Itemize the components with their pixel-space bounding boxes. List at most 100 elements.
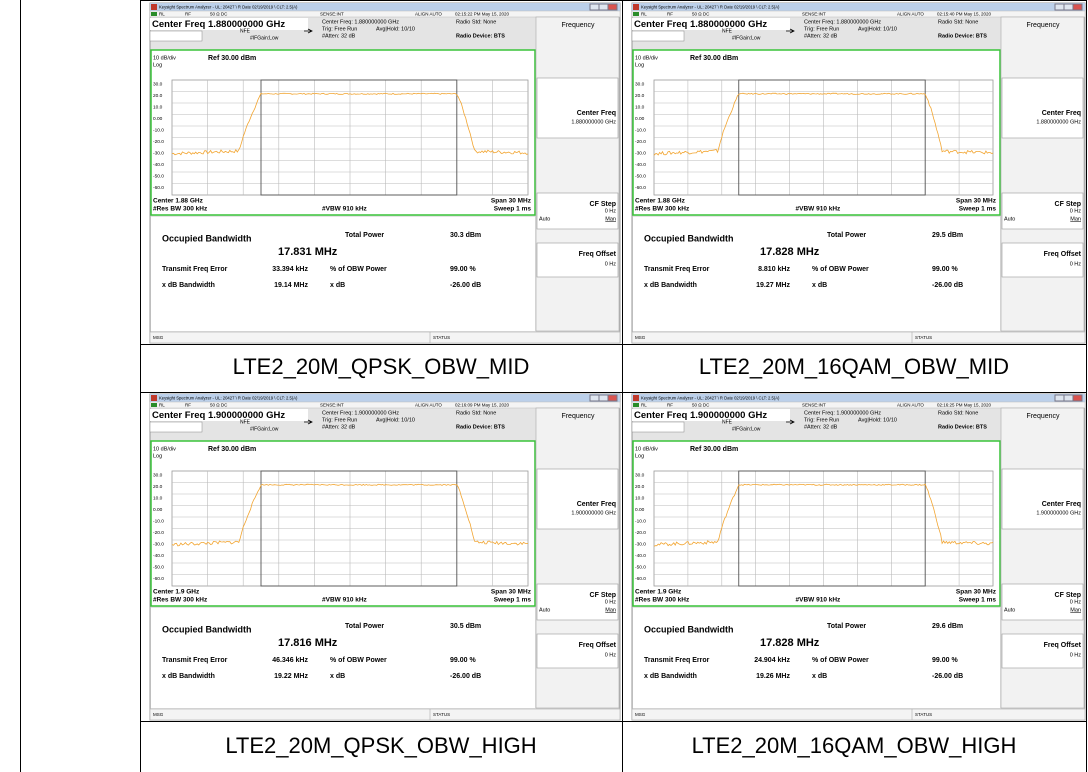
label: 99.00 % bbox=[450, 657, 476, 664]
label: Center Freq 1.880000000 GHz bbox=[152, 19, 285, 30]
cf-box bbox=[632, 18, 790, 30]
label: x dB bbox=[330, 673, 345, 680]
label: Center Freq 1.900000000 GHz bbox=[152, 410, 285, 421]
label: Occupied Bandwidth bbox=[644, 624, 734, 634]
label: CF Step bbox=[1055, 201, 1081, 208]
label: 29.6 dBm bbox=[932, 623, 963, 630]
label: Center 1.88 GHz bbox=[635, 198, 686, 205]
label: Center Freq 1.880000000 GHz bbox=[634, 19, 767, 30]
label: 99.00 % bbox=[932, 657, 958, 664]
label: #VBW 910 kHz bbox=[796, 597, 842, 604]
indicator bbox=[633, 403, 639, 407]
label: RF bbox=[667, 403, 673, 408]
window-title: Keysight Spectrum Analyzer - UL: 20427 \… bbox=[641, 396, 780, 401]
label: CF Step bbox=[590, 201, 616, 208]
label: Ref 30.00 dBm bbox=[208, 446, 256, 453]
label: Log bbox=[153, 453, 162, 459]
label: 0 Hz bbox=[1070, 652, 1082, 658]
label: Occupied Bandwidth bbox=[162, 233, 252, 243]
label: #Atten: 32 dB bbox=[804, 33, 838, 39]
label: Center Freq: 1.900000000 GHz bbox=[804, 410, 881, 416]
y-label: 10.0 bbox=[635, 495, 645, 501]
label: RF bbox=[667, 12, 673, 17]
spectrum-trace bbox=[653, 92, 994, 156]
label: Freq Offset bbox=[1044, 642, 1082, 649]
y-label: 10.0 bbox=[153, 104, 163, 110]
softkey-panel bbox=[535, 16, 620, 332]
window-title: Keysight Spectrum Analyzer - UL: 20427 \… bbox=[159, 396, 298, 401]
label: NFE bbox=[240, 419, 251, 425]
spectrum-trace bbox=[653, 483, 994, 547]
message-bar bbox=[149, 708, 621, 721]
label: Transmit Freq Error bbox=[162, 657, 228, 664]
window-button bbox=[1063, 394, 1074, 402]
label: #IFGain:Low bbox=[250, 35, 279, 41]
label: 0 Hz bbox=[1070, 261, 1082, 267]
analyzer-screenshot: Keysight Spectrum Analyzer - UL: 20427 \… bbox=[631, 2, 1086, 344]
message-bar bbox=[631, 331, 1086, 344]
results-bg bbox=[151, 608, 535, 708]
label: SENSE:INT bbox=[802, 403, 826, 408]
label: Man bbox=[605, 607, 616, 613]
window-button bbox=[1072, 394, 1083, 402]
label: 10 dB/div bbox=[153, 55, 176, 61]
label: Auto bbox=[539, 607, 550, 613]
label: SENSE:INT bbox=[802, 12, 826, 17]
label: 1.880000000 GHz bbox=[1036, 119, 1081, 125]
y-label: 20.0 bbox=[153, 484, 163, 490]
input-box bbox=[631, 30, 685, 42]
label: 0 Hz bbox=[1070, 208, 1082, 214]
label: x dB Bandwidth bbox=[162, 673, 215, 680]
app-icon bbox=[633, 4, 639, 10]
obw-marker bbox=[738, 79, 926, 196]
label: CF Step bbox=[1055, 592, 1081, 599]
label: 02:15:40 PM May 15, 2020 bbox=[937, 12, 992, 17]
table-borders bbox=[20, 0, 1087, 772]
label: Center 1.9 GHz bbox=[153, 589, 200, 596]
label: 24.904 kHz bbox=[754, 657, 790, 664]
label: 46.346 kHz bbox=[272, 657, 308, 664]
label: x dB Bandwidth bbox=[644, 282, 697, 289]
label: 0 Hz bbox=[605, 261, 617, 267]
spectrum-trace bbox=[171, 483, 529, 547]
message-bar bbox=[149, 331, 621, 344]
label: #VBW 910 kHz bbox=[322, 206, 368, 213]
indicator bbox=[633, 12, 639, 16]
window-button bbox=[589, 3, 600, 11]
label: #IFGain:Low bbox=[732, 426, 761, 432]
label: x dB bbox=[330, 282, 345, 289]
label: #VBW 910 kHz bbox=[322, 597, 368, 604]
input-box bbox=[149, 30, 203, 42]
window-title: Keysight Spectrum Analyzer - UL: 20427 \… bbox=[159, 5, 298, 10]
label: % of OBW Power bbox=[812, 266, 869, 273]
label: 17.831 MHz bbox=[278, 246, 338, 258]
label: NFE bbox=[722, 419, 733, 425]
indicator bbox=[151, 403, 157, 407]
label: Total Power bbox=[827, 232, 866, 239]
label: Center Freq bbox=[1042, 110, 1081, 117]
label: Transmit Freq Error bbox=[644, 266, 710, 273]
label: -26.00 dB bbox=[932, 673, 963, 680]
softkey bbox=[536, 633, 619, 669]
input-box bbox=[149, 421, 203, 433]
label: ALIGN AUTO bbox=[415, 403, 442, 408]
label: -26.00 dB bbox=[932, 282, 963, 289]
label: Radio Std: None bbox=[456, 19, 496, 25]
label: Frequency bbox=[1026, 413, 1060, 420]
label: #Atten: 32 dB bbox=[804, 424, 838, 430]
y-label: -60.0 bbox=[153, 185, 164, 191]
y-label: 30.0 bbox=[153, 81, 163, 87]
label: 50 Ω DC bbox=[692, 12, 710, 17]
label: Freq Offset bbox=[579, 642, 617, 649]
label: Occupied Bandwidth bbox=[162, 624, 252, 634]
y-label: 10.0 bbox=[153, 495, 163, 501]
window-button bbox=[607, 394, 618, 402]
label: #Res BW 300 kHz bbox=[635, 206, 690, 213]
label: Radio Std: None bbox=[938, 410, 978, 416]
label: Sweep 1 ms bbox=[959, 206, 997, 213]
y-label: -40.0 bbox=[635, 162, 646, 168]
label: #Res BW 300 kHz bbox=[635, 597, 690, 604]
y-label: -10.0 bbox=[635, 127, 646, 133]
label: 99.00 % bbox=[932, 266, 958, 273]
label: Center 1.9 GHz bbox=[635, 589, 682, 596]
